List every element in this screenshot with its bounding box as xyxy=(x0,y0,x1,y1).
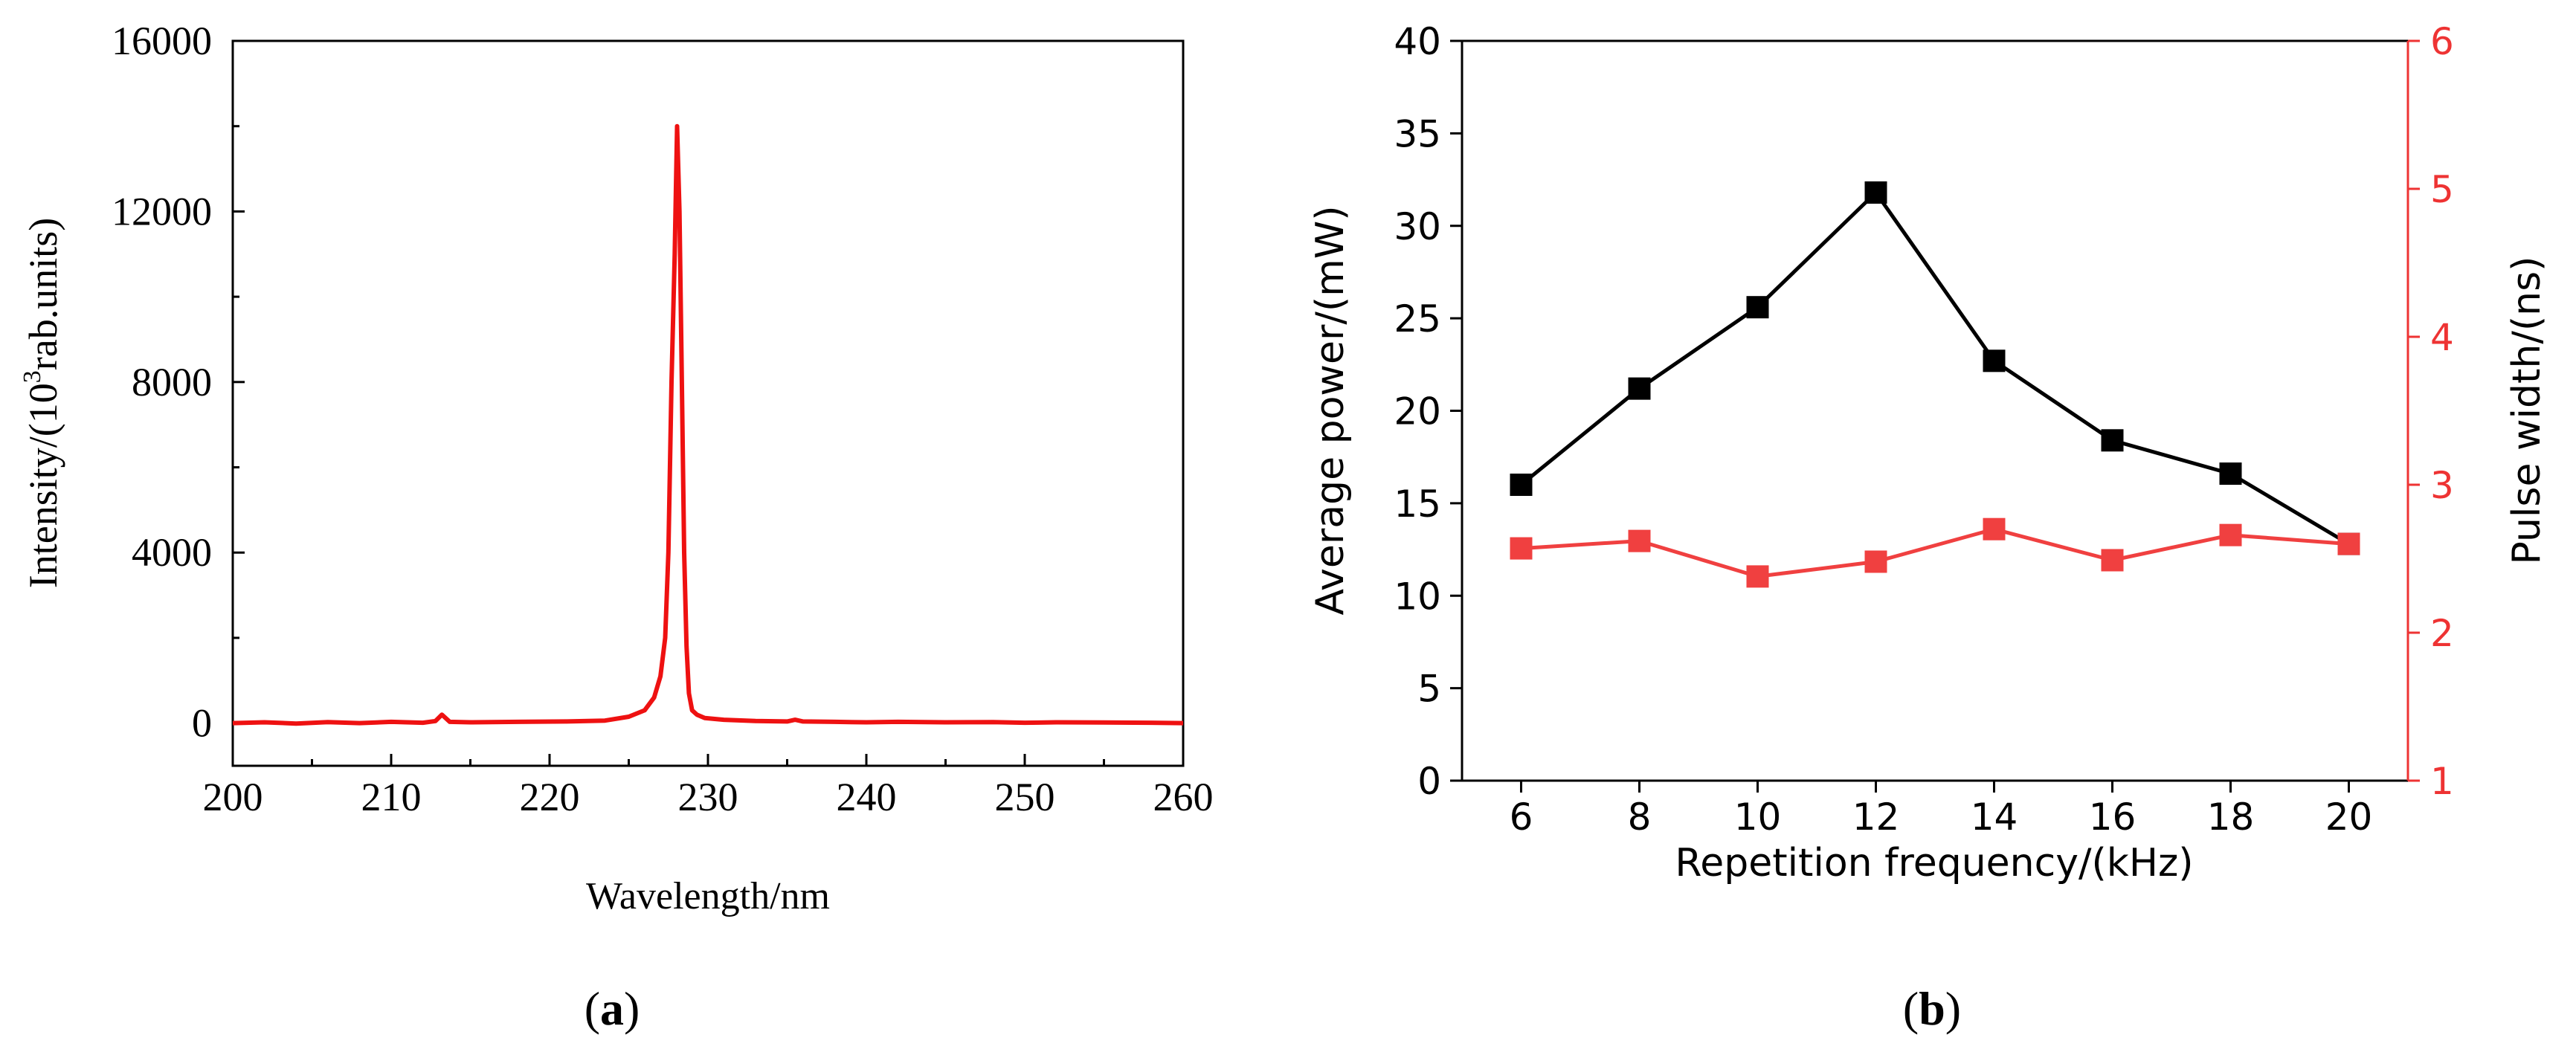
chart-b-y-tick-label: 40 xyxy=(1394,20,1441,63)
chart-b-pulse-width-line xyxy=(1521,527,2349,578)
chart-a-x-axis-label: Wavelength/nm xyxy=(586,875,830,917)
chart-a-y-axis-label: Intensity/(103rab.units) xyxy=(19,218,65,588)
chart-a-spectrum-line xyxy=(232,123,1184,726)
chart-b-pulse-width-point xyxy=(1510,537,1533,560)
chart-b-x-tick-label: 16 xyxy=(2089,796,2137,839)
chart-b-y2-tick-label: 1 xyxy=(2430,760,2454,803)
chart-b-pulse-width-point xyxy=(2337,532,2360,555)
chart-b-x-tick-label: 20 xyxy=(2325,796,2373,839)
chart-a-x-tick-label: 210 xyxy=(361,775,422,819)
chart-b-x-tick-label: 10 xyxy=(1734,796,1782,839)
chart-b-x-tick-label: 8 xyxy=(1628,796,1652,839)
chart-b-pulse-width-point xyxy=(1983,517,2006,541)
chart-b-x-tick-label: 14 xyxy=(1971,796,2018,839)
chart-a-x-tick-label: 220 xyxy=(520,775,580,819)
chart-b-y-tick-label: 5 xyxy=(1417,668,1441,711)
chart-a-x-tick-label: 260 xyxy=(1153,775,1214,819)
chart-a-caption-letter: a xyxy=(600,982,624,1035)
chart-b-y2-tick-label: 5 xyxy=(2430,168,2454,211)
chart-b-average-power-point xyxy=(1510,474,1533,496)
chart-b-plot-frame xyxy=(1461,39,2409,782)
chart-a-y-tick-label: 8000 xyxy=(132,360,212,404)
chart-b-caption-close: ) xyxy=(1945,982,1961,1035)
chart-b-pulse-width-point xyxy=(1746,565,1769,588)
chart-b-pulse-width-point xyxy=(2219,523,2242,546)
chart-b-pulse-width-point xyxy=(1628,529,1651,552)
chart-b-y2-tick-label: 2 xyxy=(2430,612,2454,655)
chart-b-average-power-point xyxy=(2101,429,2124,452)
chart-a-caption-open: ( xyxy=(585,982,600,1035)
chart-b-caption-open: ( xyxy=(1903,982,1919,1035)
chart-a-x-tick-label: 250 xyxy=(995,775,1055,819)
chart-a-x-tick-label: 240 xyxy=(837,775,897,819)
chart-a-caption-close: ) xyxy=(624,982,640,1035)
chart-b-average-power-point xyxy=(1983,349,2006,372)
chart-b-y-tick-label: 15 xyxy=(1394,483,1441,526)
chart-b-y-tick-label: 30 xyxy=(1394,205,1441,248)
chart-b-series-average-power xyxy=(1510,181,2360,555)
chart-b-x-tick-label: 12 xyxy=(1852,796,1900,839)
chart-b-y2-tick-label: 4 xyxy=(2430,316,2454,359)
chart-a-y-label-prefix: Intensity/(10 xyxy=(21,383,65,588)
chart-b-x-axis-label: Repetition frequency/(kHz) xyxy=(1675,841,2193,885)
chart-b-average-power-point xyxy=(2219,462,2242,485)
chart-b-pulse-width-point xyxy=(2101,549,2124,572)
chart-a-y-label-suffix: rab.units) xyxy=(21,218,65,370)
chart-a-y-tick-label: 12000 xyxy=(112,189,212,233)
chart-b-series-pulse-width xyxy=(1510,517,2360,588)
chart-b-x-tick-label: 18 xyxy=(2207,796,2255,839)
chart-b-caption-letter: b xyxy=(1919,982,1945,1035)
chart-a: 200 210 220 230 240 250 260 0 4000 8000 12000 1600… xyxy=(19,19,1214,1035)
chart-b-caption: (b) xyxy=(1903,982,1961,1035)
chart-b-x-tick-label: 6 xyxy=(1510,796,1533,839)
chart-a-x-tick-label: 200 xyxy=(203,775,263,819)
chart-b-y2-tick-label: 6 xyxy=(2430,20,2454,63)
chart-b-y-tick-label: 20 xyxy=(1394,390,1441,433)
chart-b-average-power-point xyxy=(1628,377,1651,400)
chart-a-y-tick-label: 0 xyxy=(192,701,212,746)
chart-b-y2-axis-label: Pulse width/(ns) xyxy=(2505,257,2549,565)
chart-a-y-tick-label: 4000 xyxy=(132,530,212,575)
chart-b-y-axis-label: Average power/(mW) xyxy=(1308,206,1353,616)
chart-a-y-label-superscript: 3 xyxy=(19,370,46,383)
chart-b-y-tick-label: 10 xyxy=(1394,575,1441,618)
chart-b-y-tick-label: 35 xyxy=(1394,112,1441,155)
chart-b-y2-tick-label: 3 xyxy=(2430,464,2454,507)
chart-b-pulse-width-point xyxy=(1864,550,1887,573)
chart-a-x-tick-label: 230 xyxy=(678,775,738,819)
chart-b-average-power-line xyxy=(1519,190,2350,546)
chart-b-average-power-point xyxy=(1746,296,1769,319)
chart-a-plot-frame xyxy=(231,39,1185,767)
chart-b-average-power-point xyxy=(1864,181,1887,204)
chart-b-y-tick-label: 0 xyxy=(1417,760,1441,803)
chart-a-y-tick-label: 16000 xyxy=(112,19,212,63)
chart-a-caption: (a) xyxy=(585,982,640,1035)
chart-b-y-tick-label: 25 xyxy=(1394,297,1441,341)
